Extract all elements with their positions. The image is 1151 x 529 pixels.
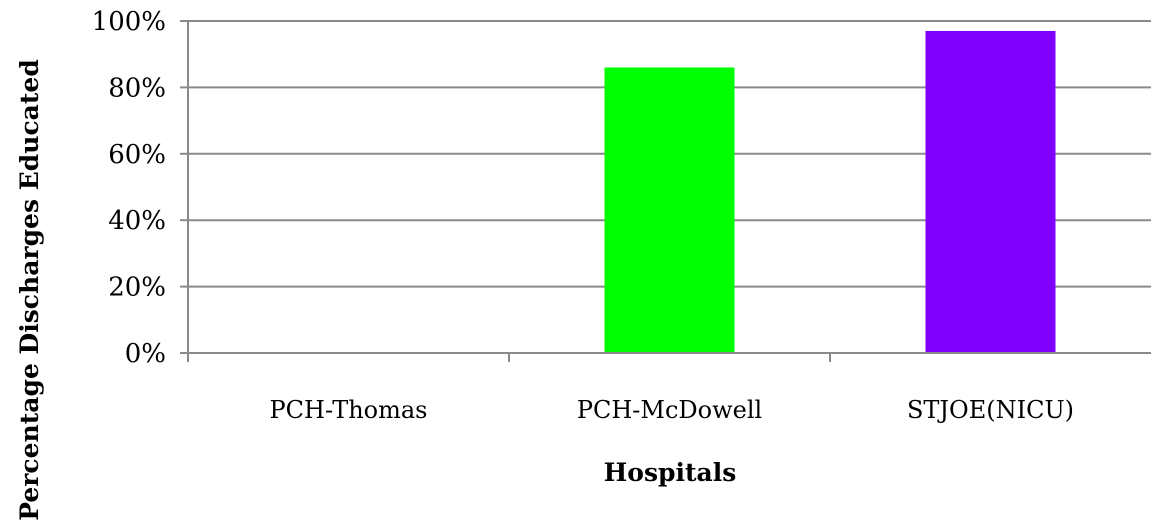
y-tick-label: 80% bbox=[108, 73, 166, 103]
bars bbox=[604, 30, 1056, 354]
y-tick-label: 20% bbox=[108, 273, 166, 303]
axes bbox=[180, 20, 1151, 362]
x-axis-title: Hospitals bbox=[604, 458, 737, 487]
x-tick-label: STJOE(NICU) bbox=[907, 396, 1074, 424]
bar bbox=[604, 67, 735, 353]
x-tick-label: PCH-McDowell bbox=[577, 396, 762, 424]
y-tick-label: 100% bbox=[92, 7, 166, 37]
y-tick-label: 60% bbox=[108, 140, 166, 170]
y-tick-label: 40% bbox=[108, 206, 166, 236]
x-tick-label: PCH-Thomas bbox=[270, 396, 428, 424]
labels: 0% 20% 40% 60% 80% 100% PCH-Thomas PCH-McDowell… bbox=[92, 7, 1074, 424]
y-tick-label: 0% bbox=[125, 339, 166, 369]
bar bbox=[925, 30, 1056, 354]
y-axis-title: Percentage Discharges Educated bbox=[15, 59, 44, 521]
